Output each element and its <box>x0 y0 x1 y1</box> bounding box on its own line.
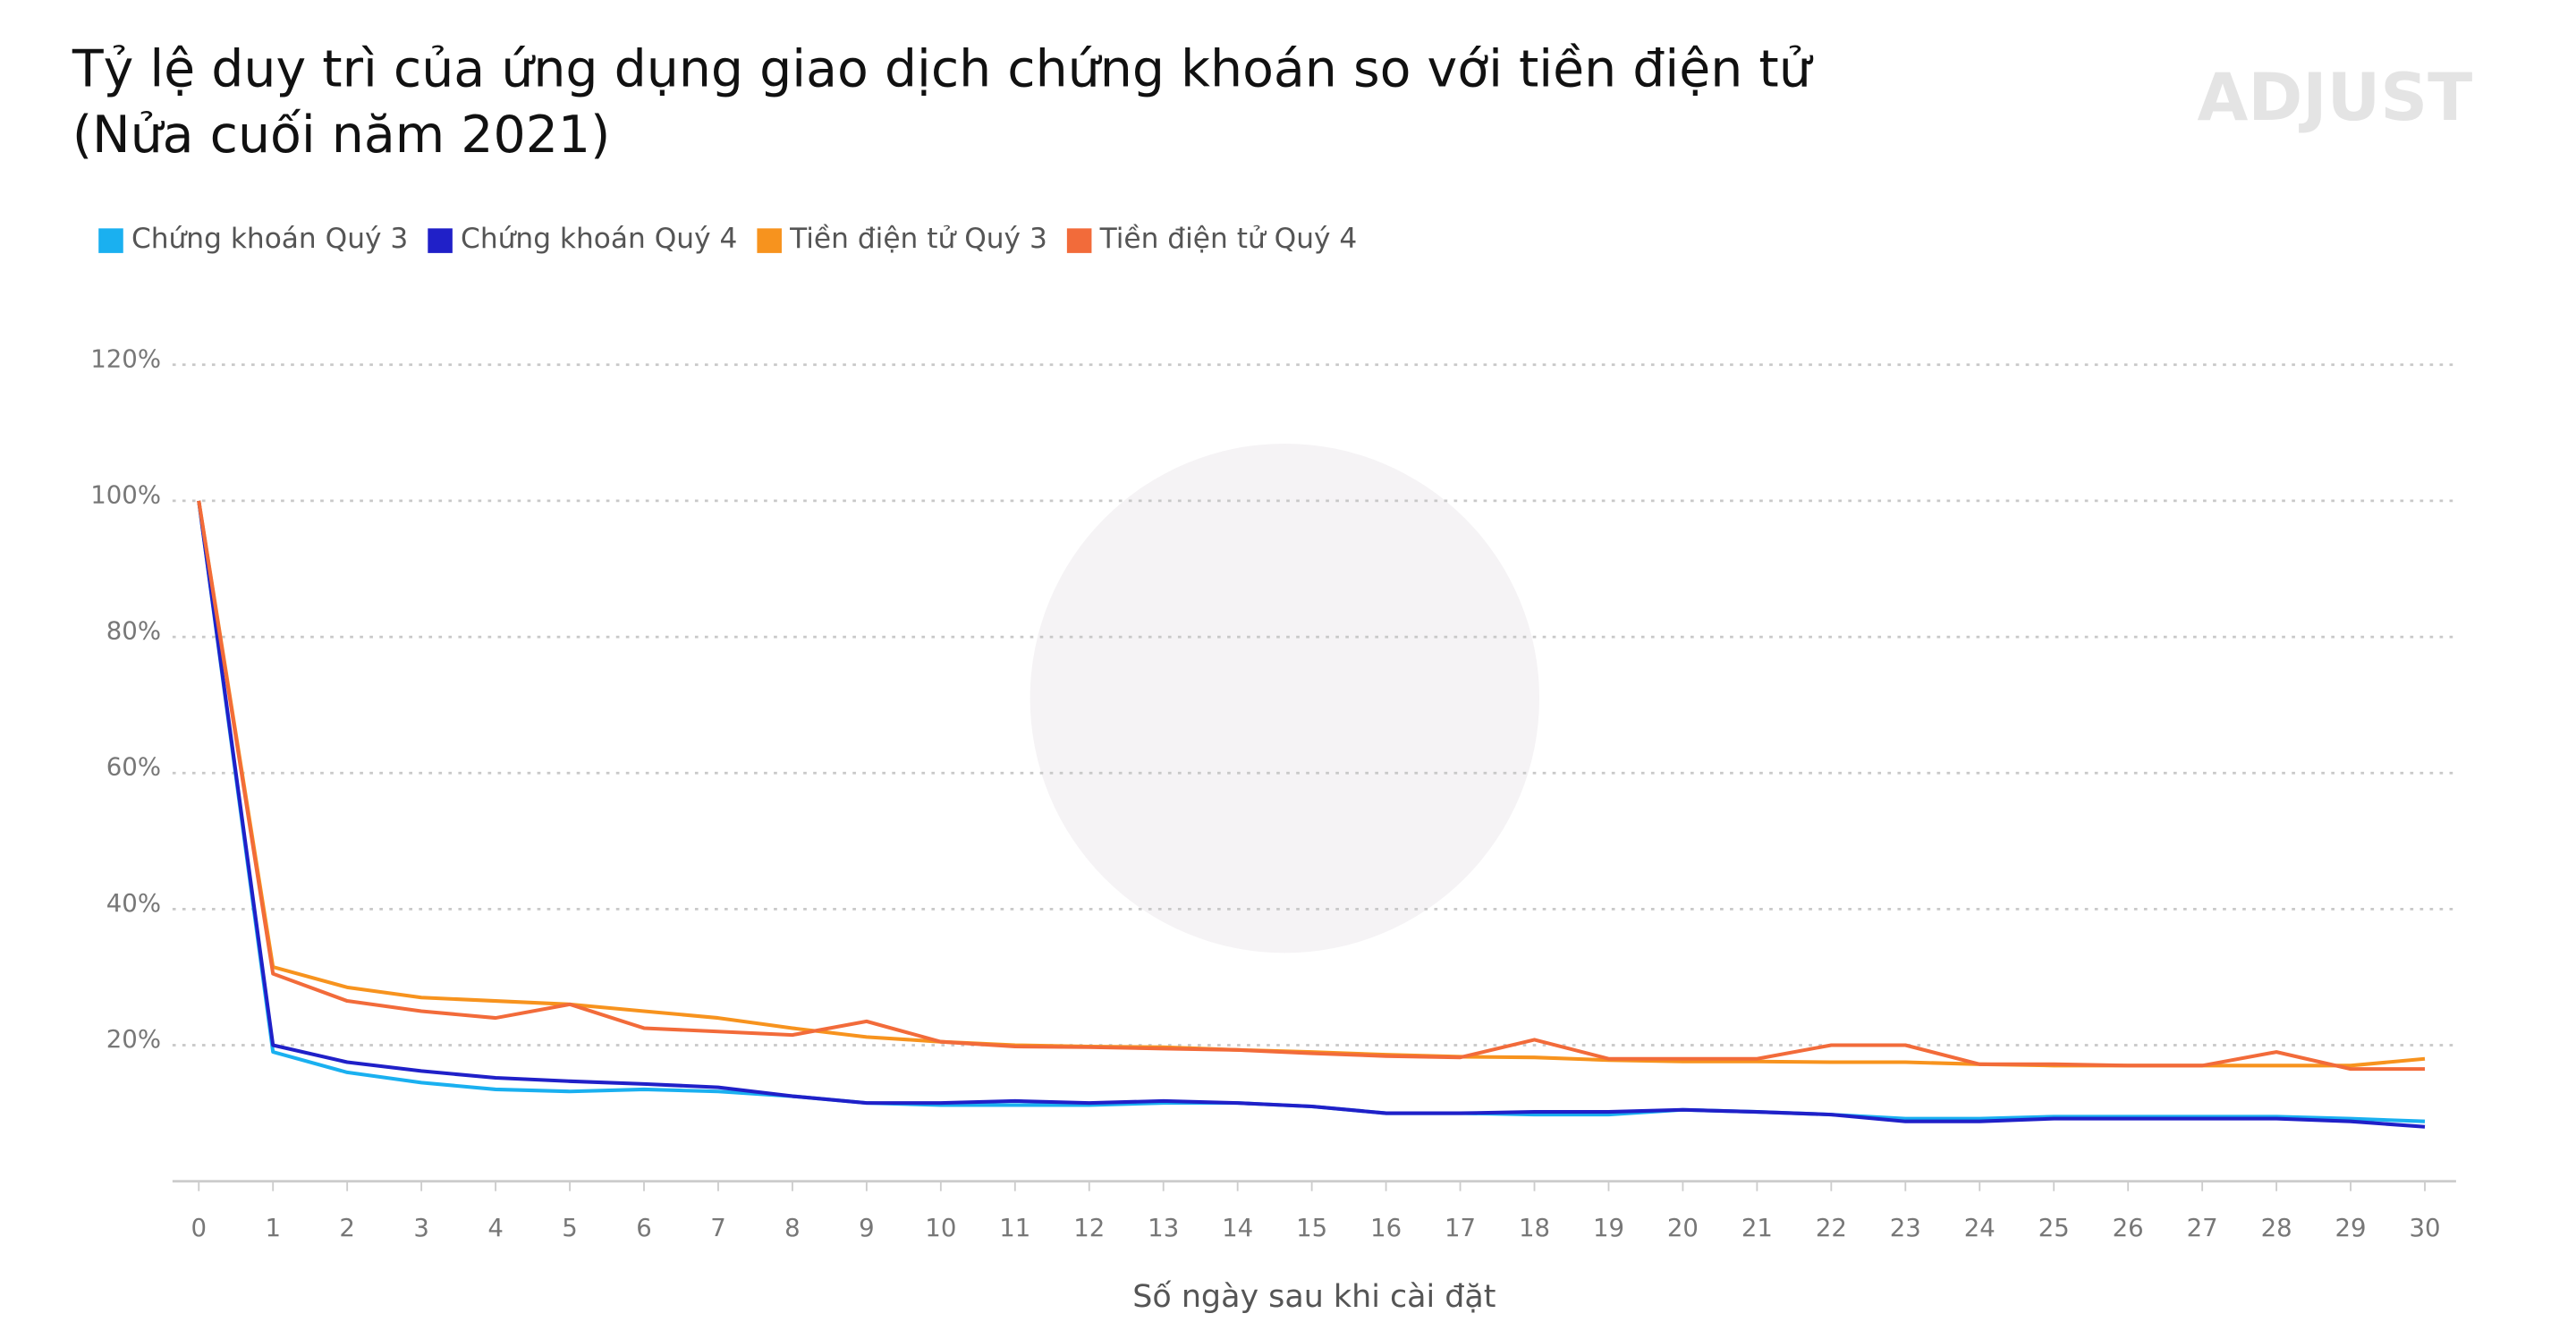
legend-swatch <box>98 228 123 253</box>
logo: ADJUST <box>2197 60 2472 136</box>
x-tick-label: 26 <box>2113 1214 2144 1242</box>
x-tick-label: 0 <box>191 1214 207 1242</box>
x-tick-label: 12 <box>1073 1214 1105 1242</box>
x-tick-label: 24 <box>1964 1214 1996 1242</box>
chart-title: Tỷ lệ duy trì của ứng dụng giao dịch chứ… <box>72 39 1814 98</box>
x-tick-label: 10 <box>925 1214 956 1242</box>
x-tick-label: 13 <box>1148 1214 1179 1242</box>
x-tick-label: 7 <box>710 1214 726 1242</box>
x-tick-label: 25 <box>2038 1214 2070 1242</box>
x-tick-label: 19 <box>1593 1214 1624 1242</box>
x-tick-label: 29 <box>2335 1214 2367 1242</box>
x-tick-label: 30 <box>2409 1214 2440 1242</box>
series-line <box>197 500 2426 1072</box>
legend-label: Chứng khoán Quý 3 <box>131 223 408 255</box>
x-tick-label: 21 <box>1741 1214 1773 1242</box>
x-tick-label: 11 <box>999 1214 1030 1242</box>
x-tick-label: 3 <box>413 1214 429 1242</box>
y-tick-label: 40% <box>106 889 161 918</box>
x-tick-label: 17 <box>1445 1214 1476 1242</box>
x-tick-label: 20 <box>1667 1214 1699 1242</box>
x-tick-label: 16 <box>1370 1214 1402 1242</box>
y-tick-label: 120% <box>90 344 161 373</box>
x-tick-label: 2 <box>339 1214 355 1242</box>
y-tick-label: 80% <box>106 617 161 646</box>
x-tick-label: 1 <box>265 1214 281 1242</box>
legend-swatch <box>757 228 782 253</box>
legend-swatch <box>428 228 453 253</box>
x-tick-label: 6 <box>636 1214 652 1242</box>
x-tick-label: 5 <box>562 1214 578 1242</box>
x-tick-label: 9 <box>859 1214 875 1242</box>
x-tick-label: 4 <box>487 1214 504 1242</box>
legend-swatch <box>1066 228 1092 253</box>
x-tick-label: 18 <box>1519 1214 1550 1242</box>
x-tick-label: 28 <box>2261 1214 2292 1242</box>
legend-label: Tiền điện tử Quý 3 <box>789 223 1047 255</box>
series-line <box>197 500 2426 1129</box>
x-tick-label: 23 <box>1890 1214 1921 1242</box>
x-tick-label: 22 <box>1816 1214 1847 1242</box>
x-tick-label: 14 <box>1222 1214 1253 1242</box>
x-axis-label: Số ngày sau khi cài đặt <box>1132 1279 1496 1315</box>
watermark <box>1030 443 1540 953</box>
legend-label: Chứng khoán Quý 4 <box>461 223 737 255</box>
y-tick-label: 100% <box>90 480 161 509</box>
legend-label: Tiền điện tử Quý 4 <box>1099 223 1358 255</box>
x-tick-label: 8 <box>784 1214 801 1242</box>
chart-subtitle: (Nửa cuối năm 2021) <box>72 106 611 165</box>
x-tick-label: 15 <box>1296 1214 1327 1242</box>
y-tick-label: 60% <box>106 753 161 782</box>
y-tick-label: 20% <box>106 1025 161 1054</box>
x-tick-label: 27 <box>2187 1214 2218 1242</box>
